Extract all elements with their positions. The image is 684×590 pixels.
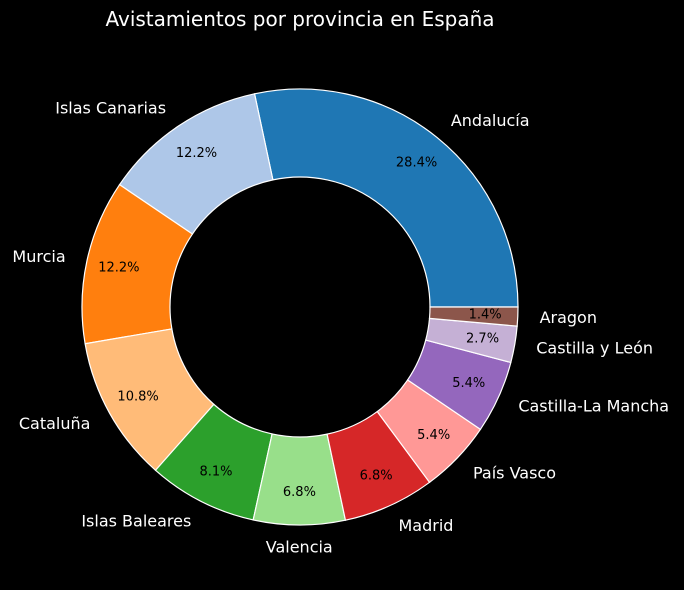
percent-label: 12.2% bbox=[176, 146, 217, 161]
slice-label-islas-baleares: Islas Baleares bbox=[81, 511, 191, 530]
slice-label-cataluna: Cataluña bbox=[19, 414, 91, 433]
slice-label-valencia: Valencia bbox=[266, 537, 333, 556]
slice-label-andalucia: Andalucía bbox=[451, 111, 530, 130]
percent-label: 5.4% bbox=[452, 376, 485, 391]
percent-label: 6.8% bbox=[283, 485, 316, 500]
percent-label: 10.8% bbox=[117, 390, 158, 405]
percent-label: 28.4% bbox=[396, 155, 437, 170]
slices-group bbox=[81, 88, 519, 526]
percent-label: 8.1% bbox=[200, 465, 233, 480]
slice-label-aragon: Aragon bbox=[540, 308, 597, 327]
slice-label-castilla-la-mancha: Castilla-La Mancha bbox=[518, 397, 669, 416]
slice-label-islas-canarias: Islas Canarias bbox=[55, 99, 166, 118]
slice-andalucia bbox=[253, 88, 519, 308]
chart-title: Avistamientos por provincia en España bbox=[105, 7, 494, 31]
slice-aragon bbox=[428, 306, 519, 327]
slice-labels-group: Andalucía Islas Canarias Murcia Cataluña Isl… bbox=[12, 99, 669, 557]
slice-label-madrid: Madrid bbox=[398, 516, 453, 535]
percent-label: 5.4% bbox=[417, 428, 450, 443]
slice-label-pais-vasco: País Vasco bbox=[473, 464, 556, 483]
percent-labels-group: 28.4% 12.2% 12.2% 10.8% 8.1% 6.8% 6.8% 5.4% 5.4%… bbox=[98, 146, 501, 500]
percent-label: 12.2% bbox=[98, 260, 139, 275]
percent-label: 2.7% bbox=[466, 331, 499, 346]
percent-label: 6.8% bbox=[360, 468, 393, 483]
slice-label-murcia: Murcia bbox=[12, 247, 65, 266]
slice-label-castilla-y-leon: Castilla y León bbox=[536, 339, 653, 358]
percent-label: 1.4% bbox=[469, 308, 502, 323]
